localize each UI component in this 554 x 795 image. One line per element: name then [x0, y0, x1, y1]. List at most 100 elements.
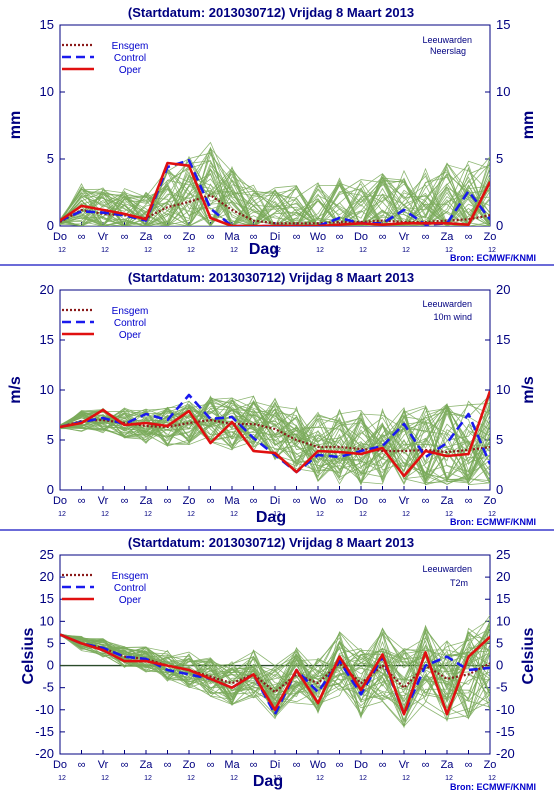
y-tick-label: 0	[47, 658, 54, 673]
ensemble-member-line	[60, 627, 490, 715]
y-tick-label: 15	[40, 591, 54, 606]
hour-label: 12	[144, 775, 152, 782]
legend-label: Oper	[119, 595, 142, 606]
legend-label: Oper	[119, 65, 142, 76]
series-group	[60, 159, 490, 226]
y-tick-label: 0	[496, 218, 503, 233]
night-marker: ∞	[465, 231, 473, 243]
y-tick-label: 20	[40, 569, 54, 584]
day-label: Za	[140, 495, 154, 507]
ensemble-member-line	[60, 172, 490, 226]
night-marker: ∞	[379, 495, 387, 507]
hour-label: 12	[187, 247, 195, 254]
y-tick-label: -10	[496, 702, 515, 717]
ensemble-members	[60, 393, 490, 486]
day-label: Vr	[98, 495, 109, 507]
y-tick-label: 10	[496, 613, 510, 628]
hour-label: 12	[187, 511, 195, 518]
hour-label: 12	[230, 247, 238, 254]
hour-label: 12	[445, 775, 453, 782]
hour-label: 12	[488, 511, 496, 518]
y-tick-label: 5	[496, 151, 503, 166]
y-tick-label: 5	[496, 432, 503, 447]
ensemble-member-line	[60, 147, 490, 226]
night-marker: ∞	[336, 495, 344, 507]
ensemble-member-line	[60, 634, 490, 712]
hour-label: 12	[230, 775, 238, 782]
control-line	[60, 159, 490, 226]
hour-label: 12	[359, 775, 367, 782]
ensemble-member-line	[60, 633, 490, 713]
variable-label: 10m wind	[433, 312, 472, 322]
night-marker: ∞	[121, 231, 129, 243]
oper-line	[60, 161, 490, 226]
y-tick-label: 25	[40, 547, 54, 562]
y-axis-label-left: mm	[7, 111, 24, 139]
chart-title: (Startdatum: 2013030712) Vrijdag 8 Maart…	[128, 535, 414, 550]
hour-label: 12	[445, 247, 453, 254]
night-marker: ∞	[164, 231, 172, 243]
y-tick-label: 25	[496, 547, 510, 562]
day-label: Wo	[310, 759, 326, 771]
y-tick-label: -5	[496, 680, 508, 695]
y-tick-label: -10	[35, 702, 54, 717]
chart-title: (Startdatum: 2013030712) Vrijdag 8 Maart…	[128, 270, 414, 285]
y-tick-label: 15	[40, 332, 54, 347]
legend-label: Ensgem	[112, 306, 149, 317]
chart-title: (Startdatum: 2013030712) Vrijdag 8 Maart…	[128, 5, 414, 20]
y-tick-label: 15	[40, 17, 54, 32]
ensemble-member-line	[60, 173, 490, 226]
ensemble-member-line	[60, 395, 490, 477]
oper-line	[60, 390, 490, 478]
y-tick-label: 20	[496, 569, 510, 584]
ensemble-member-line	[60, 166, 490, 226]
y-tick-label: 10	[40, 382, 54, 397]
panel-temperature: (Startdatum: 2013030712) Vrijdag 8 Maart…	[20, 535, 537, 792]
day-label: Do	[53, 759, 67, 771]
series-group	[60, 390, 490, 478]
night-marker: ∞	[78, 231, 86, 243]
hour-label: 12	[58, 247, 66, 254]
legend-label: Control	[114, 583, 146, 594]
hour-label: 12	[101, 511, 109, 518]
series-group	[60, 633, 490, 716]
y-axis-label-right: Celsius	[520, 627, 537, 684]
y-tick-label: -5	[42, 680, 54, 695]
day-label: Ma	[224, 231, 240, 243]
day-label: Za	[140, 759, 154, 771]
night-marker: ∞	[293, 231, 301, 243]
day-label: Vr	[98, 231, 109, 243]
hour-label: 12	[316, 511, 324, 518]
night-marker: ∞	[293, 759, 301, 771]
ensemble-member-line	[60, 160, 490, 226]
hour-label: 12	[359, 511, 367, 518]
y-tick-label: 0	[47, 482, 54, 497]
day-label: Vr	[399, 495, 410, 507]
y-tick-label: 20	[496, 282, 510, 297]
y-tick-label: 5	[47, 432, 54, 447]
y-tick-label: 15	[496, 591, 510, 606]
x-axis-label: Dag	[249, 241, 279, 258]
y-tick-label: 10	[496, 382, 510, 397]
day-label: Vr	[98, 759, 109, 771]
night-marker: ∞	[250, 759, 258, 771]
control-line	[60, 393, 490, 474]
night-marker: ∞	[250, 231, 258, 243]
day-label: Wo	[310, 231, 326, 243]
legend-label: Control	[114, 53, 146, 64]
ensemble-member-line	[60, 170, 490, 226]
hour-label: 12	[273, 247, 281, 254]
station-label: Leeuwarden	[422, 35, 472, 45]
night-marker: ∞	[164, 759, 172, 771]
hour-label: 12	[316, 775, 324, 782]
day-label: Zo	[484, 495, 497, 507]
ensemble-member-line	[60, 153, 490, 226]
hour-label: 12	[402, 247, 410, 254]
day-label: Zo	[484, 759, 497, 771]
day-label: Zo	[183, 759, 196, 771]
ensemble-member-line	[60, 168, 490, 226]
y-tick-label: 5	[47, 635, 54, 650]
day-label: Do	[53, 231, 67, 243]
